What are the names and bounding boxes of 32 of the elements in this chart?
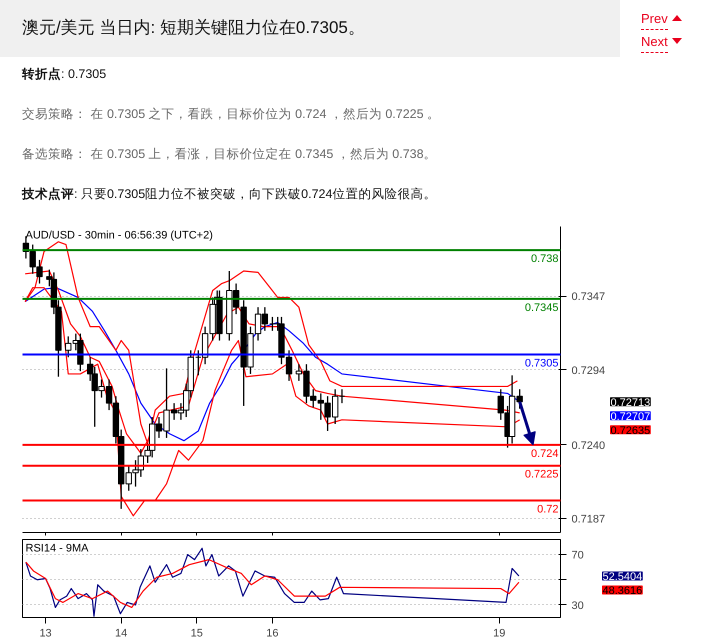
ref-line-label: 0.738 [530, 253, 559, 266]
text: 转折点: 0.7305 [22, 66, 106, 83]
text: 交易策略： 在 0.7305 之下，看跌，目标价位为 0.724 ，然后为 0.7225 。 [22, 106, 440, 123]
text: 52.5404 [602, 570, 642, 583]
y-tick-label: 0.7347 [572, 291, 606, 304]
ref-line-label: 0.724 [530, 448, 559, 460]
text: 澳元/美元 当日内: 短期关键阻力位在0.7305。 [22, 17, 365, 39]
text: 备选策略： 在 0.7305 上，看涨，目标价位定在 0.7345 ，然后为 0.738。 [22, 146, 437, 163]
text: Next [641, 33, 668, 53]
line-series [25, 559, 520, 608]
text: 0.72707 [610, 410, 650, 423]
y-tick-label: 0.7294 [572, 364, 606, 377]
x-tick-label: 16 [266, 628, 279, 640]
text: 0.72713 [610, 396, 650, 409]
chart-title: AUD/USD - 30min - 06:56:39 (UTC+2) [26, 230, 213, 242]
ref-line-label: 0.7225 [524, 468, 559, 481]
y-tick-label: 70 [572, 550, 584, 562]
text: Prev [641, 10, 668, 30]
text: 48.3616 [602, 584, 642, 597]
x-tick-label: 19 [493, 628, 506, 640]
y-tick-label: 30 [572, 600, 584, 612]
ref-line-label: 0.7305 [524, 357, 559, 370]
text: 0.72635 [610, 424, 650, 437]
text: 技术点评: 只要0.7305阻力位不被突破，向下跌破0.724位置的风险很高。 [22, 186, 436, 203]
ref-line-label: 0.72 [537, 504, 559, 516]
chart-title: RSI14 - 9MA [26, 542, 90, 554]
ref-line-label: 0.7345 [524, 302, 559, 314]
x-tick-label: 13 [39, 628, 52, 640]
x-tick-label: 15 [190, 628, 203, 640]
y-tick-label: 0.7187 [572, 514, 606, 526]
x-tick-label: 14 [115, 628, 128, 640]
y-tick-label: 0.7240 [572, 440, 606, 452]
